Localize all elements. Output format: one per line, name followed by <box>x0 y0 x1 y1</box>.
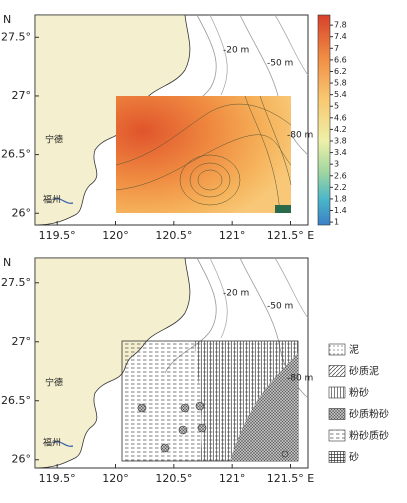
place-label: 福州 <box>43 194 61 206</box>
colorbar-label: 2.6 <box>334 171 347 180</box>
place-label: 宁德 <box>45 377 63 389</box>
colorbar-label: 7 <box>334 44 339 53</box>
y-tick-label: 26° <box>12 453 32 466</box>
depth-label: -50 m <box>267 302 293 312</box>
colorbar-label: 3.8 <box>334 137 347 146</box>
contours <box>115 95 292 214</box>
colorbar-label: 7.4 <box>334 32 347 41</box>
colorbar-label: 6.2 <box>334 67 347 76</box>
legend-swatch <box>328 386 346 399</box>
x-tick-label: 119.5° <box>39 472 76 485</box>
place-label: 宁德 <box>45 134 63 146</box>
y-tick-label: 26° <box>12 206 32 219</box>
heatmap <box>116 96 291 213</box>
legend-swatch <box>328 451 346 463</box>
depth-label: -50 m <box>267 59 293 69</box>
legend-label: 砂质泥 <box>349 365 379 378</box>
legend-label: 泥 <box>349 343 359 356</box>
map-panel: N 119.5° 120° 120.5° 121° 121.5° E 27.5° 27° 26.… <box>1 256 314 485</box>
colorbar-label: 5.8 <box>334 79 347 88</box>
sediment-zone <box>230 353 298 461</box>
map-panel: N 119.5° 120° 120.5° 121° 121.5° E 27.5° 27° 26.… <box>1 13 314 242</box>
y-tick-label: 27.5° <box>1 276 31 289</box>
colorbar-label: 1 <box>334 218 339 227</box>
heatmap-low <box>275 205 291 213</box>
colorbar-label: 2.2 <box>334 183 347 192</box>
colorbar-label: 5.4 <box>334 90 347 99</box>
north-label: N <box>3 13 11 26</box>
legend-label: 砂 <box>349 451 359 464</box>
legend-swatch <box>328 365 346 377</box>
colorbar-label: 1.4 <box>334 206 347 215</box>
colorbar-label: 5 <box>334 102 339 111</box>
legend-swatch <box>328 408 346 420</box>
depth-label: -20 m <box>223 289 249 299</box>
place-label: 福州 <box>43 437 61 449</box>
legend-label: 砂质粉砂 <box>349 408 389 421</box>
depth-label: -80 m <box>287 131 313 141</box>
x-tick-label: 121.5° E <box>267 229 314 242</box>
x-tick-label: 121.5° E <box>267 472 314 485</box>
north-label: N <box>3 256 11 269</box>
x-tick-label: 121° <box>219 472 246 485</box>
y-tick-label: 27° <box>12 89 32 102</box>
x-tick-label: 120.5° <box>155 472 192 485</box>
colorbar-label: 6.6 <box>334 55 347 64</box>
x-tick-label: 120° <box>102 472 129 485</box>
colorbar-scale <box>317 14 331 226</box>
legend-label: 粉砂 <box>349 386 369 399</box>
x-tick-label: 120.5° <box>155 229 192 242</box>
colorbar-label: 4.2 <box>334 125 347 134</box>
y-tick-label: 27.5° <box>1 30 31 43</box>
legend-label: 粉砂质砂 <box>349 429 389 442</box>
y-tick-label: 26.5° <box>1 148 31 161</box>
y-tick-label: 27° <box>12 335 32 348</box>
legend-swatch <box>328 429 346 442</box>
colorbar-label: 3.4 <box>334 148 347 157</box>
depth-label: -80 m <box>287 374 313 384</box>
colorbar-label: 3 <box>334 160 339 169</box>
colorbar: 7.8 7.4 7 6.6 6.2 5.8 5.4 5 4.6 4.2 3.8 3.4 3 2.6 2.2 1… <box>317 14 347 227</box>
colorbar-label: 7.8 <box>334 21 347 30</box>
y-tick-label: 26.5° <box>1 394 31 407</box>
x-tick-label: 119.5° <box>39 229 76 242</box>
x-tick-label: 121° <box>219 229 246 242</box>
depth-label: -20 m <box>223 46 249 56</box>
colorbar-label: 4.6 <box>334 113 347 122</box>
colorbar-label: 1.8 <box>334 194 347 203</box>
x-tick-label: 120° <box>102 229 129 242</box>
legend-swatch <box>328 343 346 356</box>
sample-sites <box>137 401 289 458</box>
